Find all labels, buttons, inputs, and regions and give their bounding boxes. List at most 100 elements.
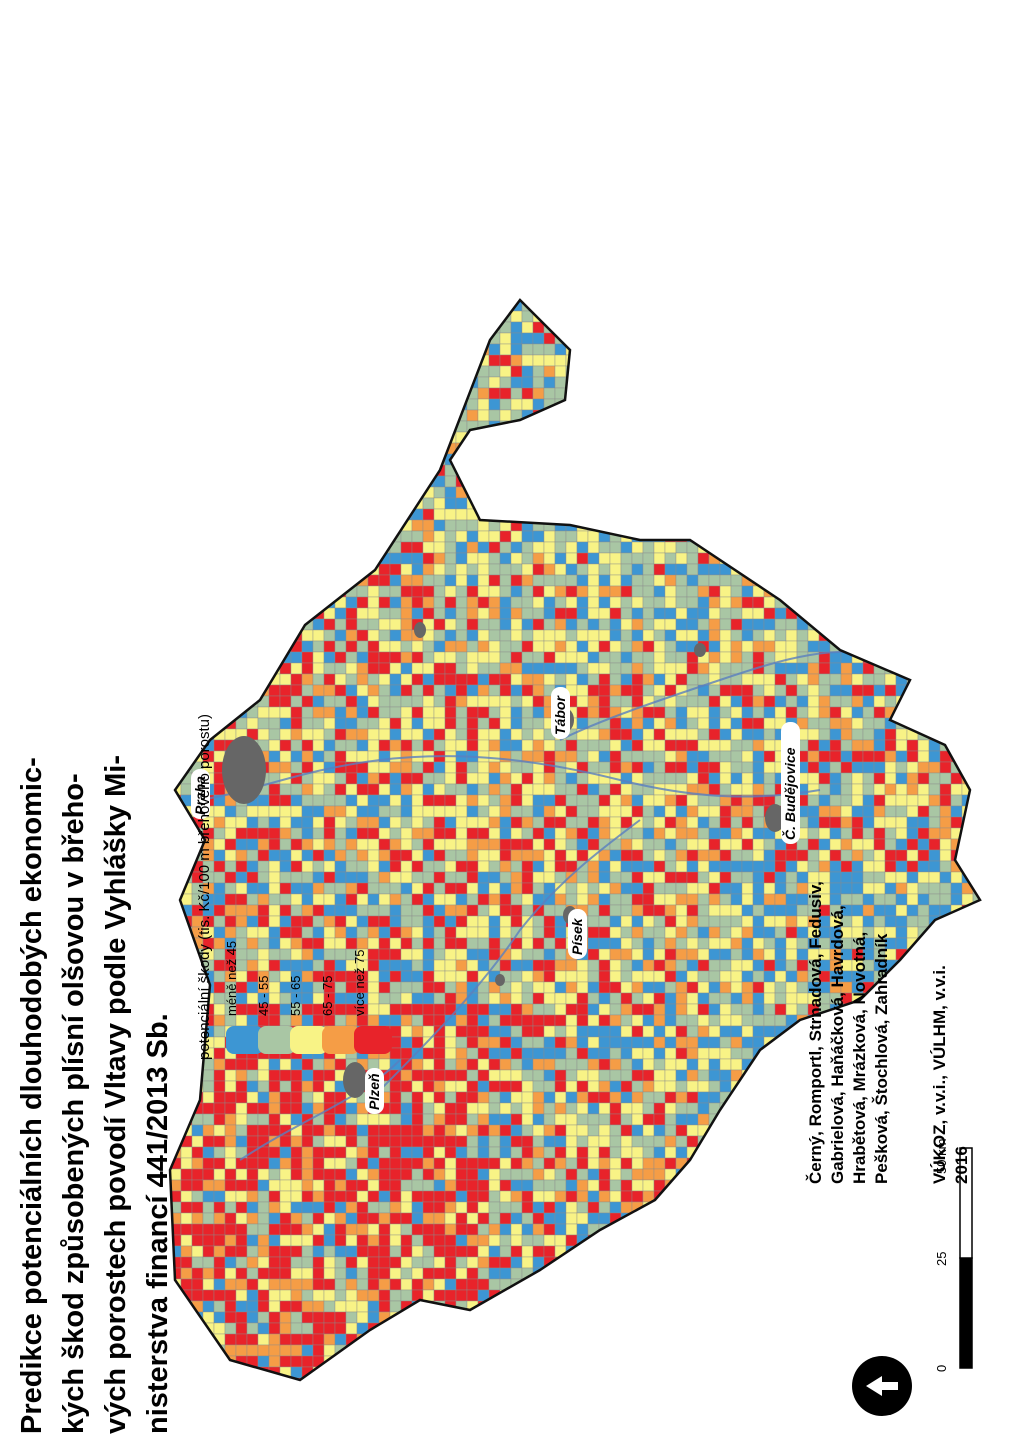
grid-cell — [697, 970, 710, 983]
grid-cell — [708, 596, 721, 609]
grid-cell — [708, 1256, 721, 1269]
grid-cell — [257, 409, 270, 422]
grid-cell — [367, 332, 380, 345]
grid-cell — [422, 783, 435, 796]
grid-cell — [202, 376, 215, 389]
grid-cell — [675, 321, 688, 334]
grid-cell — [708, 453, 721, 466]
grid-cell — [224, 1014, 237, 1027]
grid-cell — [510, 464, 523, 477]
grid-cell — [686, 629, 699, 642]
grid-cell — [191, 321, 204, 334]
grid-cell — [279, 464, 292, 477]
grid-cell — [708, 409, 721, 422]
grid-cell — [301, 1146, 314, 1159]
grid-cell — [191, 1124, 204, 1137]
grid-cell — [708, 662, 721, 675]
grid-cell — [631, 849, 644, 862]
grid-cell — [345, 662, 358, 675]
grid-cell — [642, 1014, 655, 1027]
grid-cell — [554, 596, 567, 609]
grid-cell — [400, 409, 413, 422]
grid-cell — [686, 970, 699, 983]
grid-cell — [609, 618, 622, 631]
grid-cell — [224, 1366, 237, 1379]
grid-cell — [180, 860, 193, 873]
grid-cell — [301, 783, 314, 796]
grid-cell — [587, 1113, 600, 1126]
grid-cell — [653, 1300, 666, 1313]
grid-cell — [224, 838, 237, 851]
grid-cell — [389, 1333, 402, 1346]
grid-cell — [620, 387, 633, 400]
grid-cell — [477, 827, 490, 840]
grid-cell — [697, 1113, 710, 1126]
grid-cell — [455, 1355, 468, 1368]
grid-cell — [312, 1212, 325, 1225]
grid-cell — [323, 1168, 336, 1181]
grid-cell — [466, 1069, 479, 1082]
grid-cell — [598, 1245, 611, 1258]
grid-cell — [378, 1201, 391, 1214]
grid-cell — [301, 838, 314, 851]
grid-cell — [466, 849, 479, 862]
grid-cell — [246, 849, 259, 862]
grid-cell — [686, 607, 699, 620]
grid-cell — [345, 1113, 358, 1126]
grid-cell — [422, 926, 435, 939]
grid-cell — [697, 959, 710, 972]
grid-cell — [334, 871, 347, 884]
grid-cell — [170, 915, 182, 928]
grid-cell — [532, 420, 545, 433]
grid-cell — [455, 948, 468, 961]
grid-cell — [290, 1311, 303, 1324]
grid-cell — [400, 794, 413, 807]
grid-cell — [466, 629, 479, 642]
grid-cell — [246, 827, 259, 840]
grid-cell — [433, 563, 446, 576]
grid-cell — [389, 475, 402, 488]
grid-cell — [466, 1003, 479, 1016]
grid-cell — [191, 497, 204, 510]
grid-cell — [257, 1377, 270, 1380]
grid-cell — [268, 761, 281, 774]
grid-cell — [433, 673, 446, 686]
grid-cell — [631, 1025, 644, 1038]
grid-cell — [499, 860, 512, 873]
grid-cell — [576, 838, 589, 851]
grid-cell — [653, 1377, 666, 1380]
grid-cell — [455, 1267, 468, 1280]
grid-cell — [532, 453, 545, 466]
grid-cell — [422, 1069, 435, 1082]
grid-cell — [323, 794, 336, 807]
grid-cell — [400, 1113, 413, 1126]
grid-cell — [389, 981, 402, 994]
grid-cell — [620, 662, 633, 675]
grid-cell — [411, 805, 424, 818]
grid-cell — [433, 629, 446, 642]
grid-cell — [686, 618, 699, 631]
grid-cell — [521, 662, 534, 675]
grid-cell — [664, 673, 677, 686]
grid-cell — [444, 508, 457, 521]
grid-cell — [521, 530, 534, 543]
grid-cell — [664, 343, 677, 356]
grid-cell — [620, 1146, 633, 1159]
grid-cell — [345, 475, 358, 488]
grid-cell — [180, 970, 193, 983]
grid-cell — [565, 1014, 578, 1027]
grid-cell — [246, 893, 259, 906]
grid-cell — [224, 805, 237, 818]
grid-cell — [268, 1080, 281, 1093]
grid-cell — [378, 772, 391, 785]
grid-cell — [532, 904, 545, 917]
grid-cell — [675, 882, 688, 895]
grid-cell — [653, 1014, 666, 1027]
grid-cell — [587, 497, 600, 510]
grid-cell — [246, 1212, 259, 1225]
grid-cell — [510, 761, 523, 774]
grid-cell — [301, 475, 314, 488]
grid-cell — [268, 717, 281, 730]
grid-cell — [411, 530, 424, 543]
grid-cell — [378, 585, 391, 598]
